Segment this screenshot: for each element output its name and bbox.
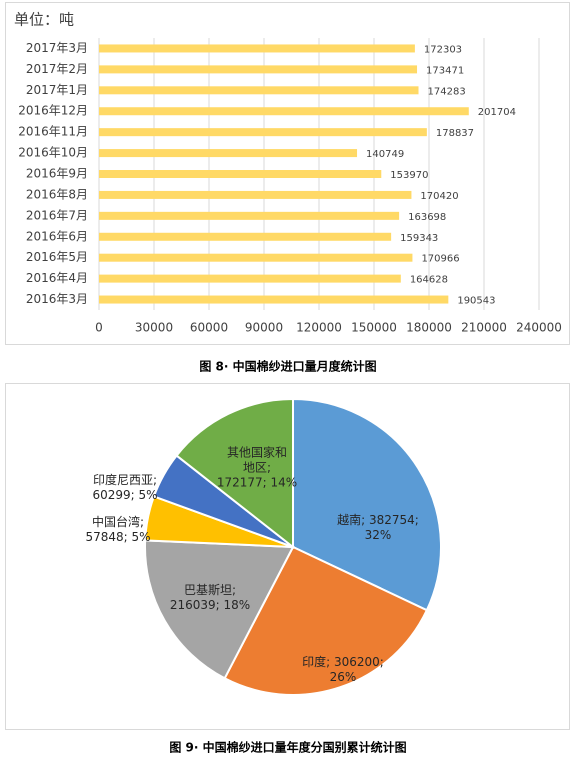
value-label: 170966 [421, 254, 459, 265]
pie-slice [223, 545, 429, 696]
x-tick-label: 60000 [190, 321, 228, 335]
bar [99, 149, 358, 158]
data-label: 32% [365, 528, 392, 542]
bar [99, 253, 413, 262]
x-tick-label: 120000 [296, 321, 342, 335]
x-tick-label: 180000 [406, 321, 452, 335]
pie-slice [144, 539, 295, 680]
data-label: 216039; 18% [170, 598, 250, 612]
caption: 图 8· 中国棉纱进口量月度统计图 [199, 359, 376, 374]
data-label: 其他国家和 [227, 445, 287, 460]
value-label: 190543 [457, 296, 495, 307]
y-tick-label: 2016年4月 [26, 271, 88, 285]
y-tick-label: 2017年2月 [26, 62, 88, 76]
data-label: 172177; 14% [217, 476, 297, 490]
caption: 图 9· 中国棉纱进口量年度分国别累计统计图 [169, 740, 406, 755]
bar [99, 190, 412, 199]
y-tick-label: 2016年11月 [18, 125, 88, 139]
value-label: 178837 [436, 128, 474, 139]
data-label: 中国台湾; [92, 514, 144, 529]
value-label: 153970 [390, 170, 428, 181]
y-tick-label: 2016年10月 [18, 146, 88, 160]
bar [99, 86, 419, 95]
value-label: 201704 [478, 107, 516, 118]
y-tick-label: 2016年12月 [18, 104, 88, 118]
pie-slice [292, 397, 442, 612]
value-label: 159343 [400, 233, 438, 244]
bar [99, 107, 469, 116]
value-label: 170420 [420, 191, 458, 202]
x-tick-label: 90000 [245, 321, 283, 335]
chart-frame [5, 2, 570, 345]
bar [99, 211, 400, 220]
y-tick-label: 2016年7月 [26, 208, 88, 222]
chart-frame [5, 383, 570, 730]
bar [99, 232, 392, 241]
value-label: 140749 [366, 149, 404, 160]
x-tick-label: 240000 [516, 321, 562, 335]
data-label: 巴基斯坦; [184, 583, 236, 597]
bar [99, 128, 427, 137]
y-tick-label: 2016年9月 [26, 167, 88, 181]
y-tick-label: 2016年8月 [26, 187, 88, 201]
value-label: 172303 [424, 44, 462, 55]
y-tick-label: 2017年3月 [26, 41, 88, 55]
bar [99, 44, 415, 53]
value-label: 164628 [410, 275, 448, 286]
data-label: 印度; 306200; [302, 654, 384, 669]
bar [99, 65, 418, 74]
x-tick-label: 150000 [351, 321, 397, 335]
data-label: 26% [330, 670, 357, 684]
x-tick-label: 210000 [461, 321, 507, 335]
x-tick-label: 0 [95, 321, 103, 335]
y-tick-label: 2016年5月 [26, 250, 88, 264]
bar [99, 274, 401, 283]
value-label: 163698 [408, 212, 446, 223]
unit-label: 单位：吨 [14, 11, 74, 29]
data-label: 地区; [243, 461, 271, 475]
pie-slice [175, 397, 294, 550]
x-tick-label: 30000 [135, 321, 173, 335]
bar [99, 295, 449, 304]
value-label: 174283 [428, 86, 466, 97]
data-label: 印度尼西亚; [93, 472, 157, 487]
y-tick-label: 2017年1月 [26, 83, 88, 97]
data-label: 57848; 5% [85, 530, 150, 544]
y-tick-label: 2016年3月 [26, 292, 88, 306]
value-label: 173471 [426, 65, 464, 76]
data-label: 60299; 5% [92, 488, 157, 502]
bar [99, 170, 382, 178]
y-tick-label: 2016年6月 [26, 229, 88, 243]
data-label: 越南; 382754; [337, 512, 419, 527]
